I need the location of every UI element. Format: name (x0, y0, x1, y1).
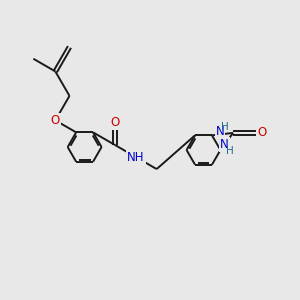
Text: O: O (110, 116, 120, 129)
Text: H: H (226, 146, 234, 156)
Text: N: N (216, 125, 224, 138)
Text: N: N (220, 138, 229, 151)
Text: O: O (51, 114, 60, 127)
Text: NH: NH (127, 151, 145, 164)
Text: O: O (257, 126, 266, 140)
Text: H: H (221, 122, 229, 132)
